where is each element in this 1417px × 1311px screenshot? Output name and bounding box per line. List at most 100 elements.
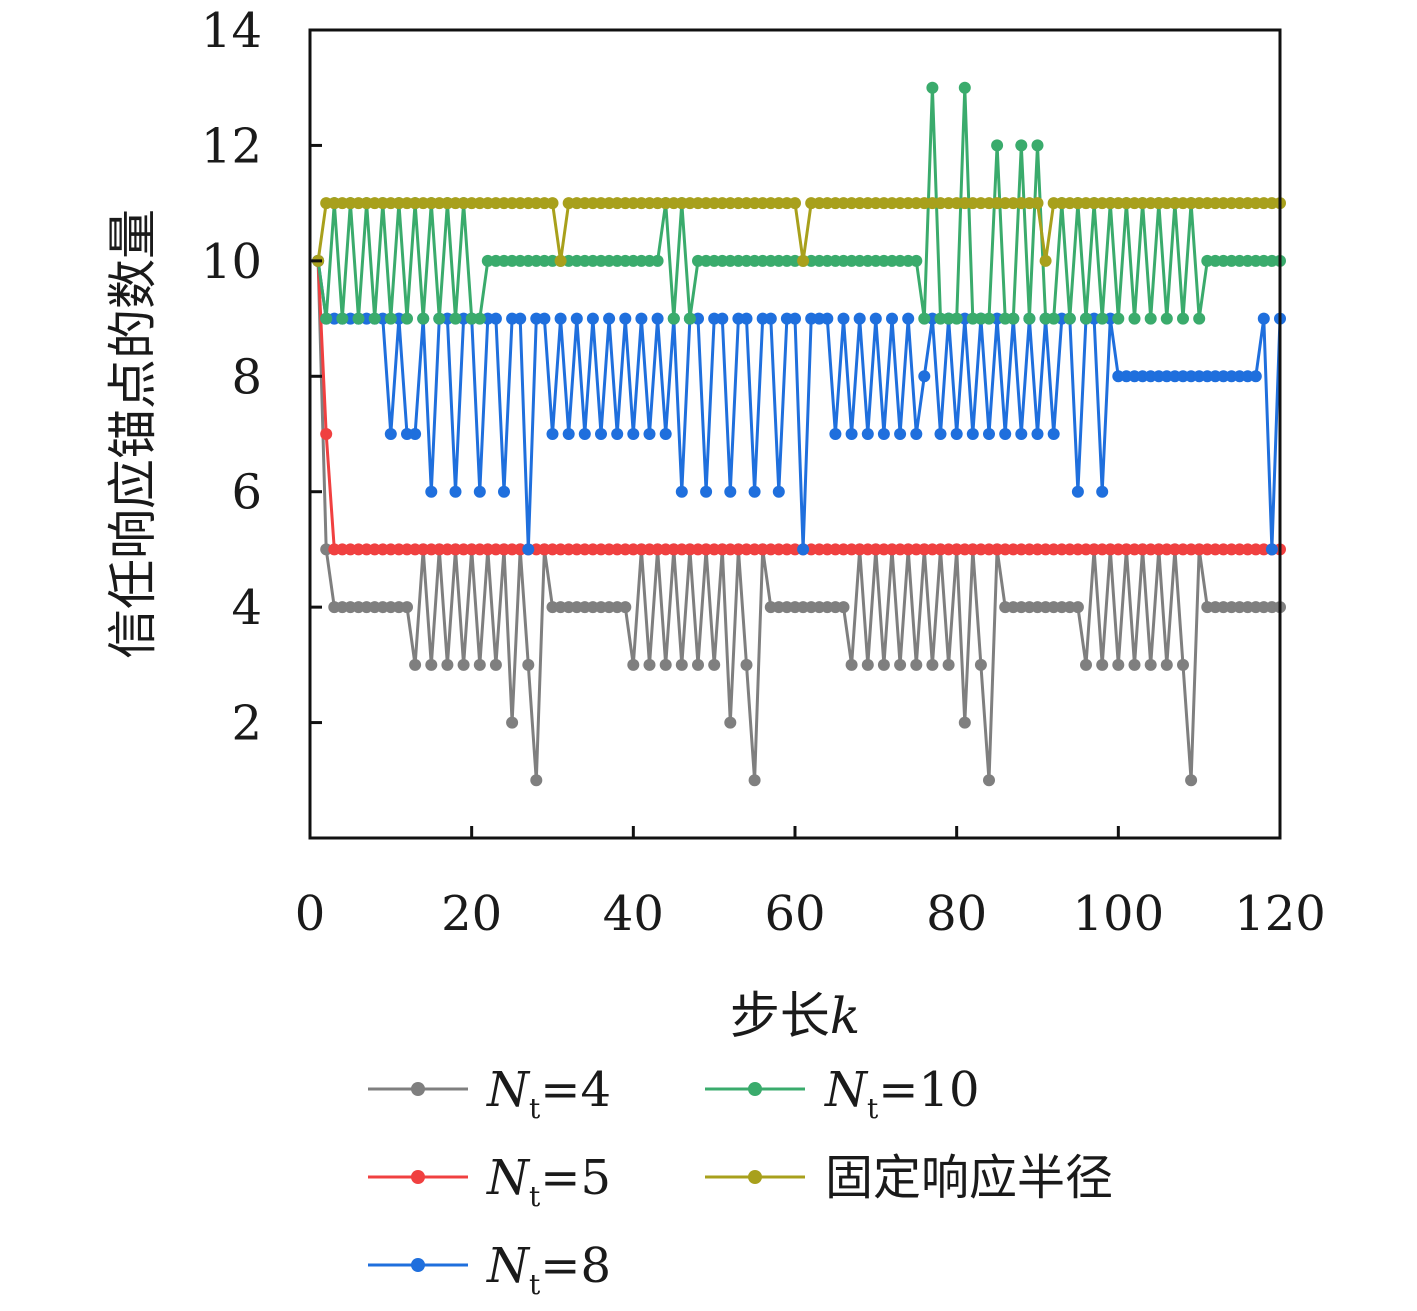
data-point bbox=[861, 658, 874, 671]
data-point bbox=[886, 312, 898, 325]
legend-label: Nt=8 bbox=[486, 1238, 611, 1301]
data-point bbox=[894, 658, 907, 671]
data-point bbox=[1015, 428, 1028, 440]
data-point bbox=[1128, 312, 1141, 325]
data-point bbox=[1249, 370, 1262, 383]
y-tick-label: 14 bbox=[201, 3, 262, 59]
data-point bbox=[789, 197, 801, 210]
data-point bbox=[1096, 312, 1109, 325]
data-point bbox=[926, 658, 939, 671]
data-point bbox=[1096, 658, 1109, 671]
data-point bbox=[1063, 312, 1076, 325]
data-point bbox=[498, 485, 510, 498]
data-point bbox=[409, 658, 422, 671]
data-point bbox=[910, 428, 923, 440]
data-point bbox=[1128, 658, 1141, 671]
data-point bbox=[554, 312, 567, 325]
data-point bbox=[700, 485, 713, 498]
data-point bbox=[562, 428, 575, 440]
data-point bbox=[473, 658, 486, 671]
data-point bbox=[748, 774, 761, 787]
data-point bbox=[1177, 312, 1189, 325]
data-point bbox=[1265, 543, 1278, 556]
legend-item-2: Nt=5 bbox=[368, 1150, 611, 1213]
data-point bbox=[1031, 197, 1044, 210]
data-point bbox=[570, 312, 583, 325]
data-point bbox=[918, 370, 931, 383]
data-point bbox=[401, 601, 413, 614]
data-point bbox=[1047, 312, 1060, 325]
data-point bbox=[724, 485, 737, 498]
data-point bbox=[869, 312, 882, 325]
data-point bbox=[974, 658, 987, 671]
data-point bbox=[659, 428, 672, 440]
data-point bbox=[425, 658, 438, 671]
data-point bbox=[877, 658, 890, 671]
x-tick-label: 100 bbox=[1073, 886, 1165, 942]
data-point bbox=[586, 312, 599, 325]
data-point bbox=[724, 716, 737, 729]
data-point bbox=[1144, 312, 1157, 325]
legend-label: Nt=4 bbox=[486, 1062, 611, 1125]
legend-label: 固定响应半径 bbox=[825, 1150, 1113, 1206]
data-point bbox=[578, 428, 591, 440]
data-point bbox=[425, 485, 438, 498]
data-point bbox=[683, 312, 696, 325]
y-tick-label: 6 bbox=[231, 465, 262, 521]
data-point bbox=[659, 658, 672, 671]
data-point bbox=[910, 658, 923, 671]
data-point bbox=[692, 658, 704, 671]
legend-label: Nt=10 bbox=[824, 1062, 980, 1125]
data-point bbox=[1160, 658, 1173, 671]
data-point bbox=[789, 312, 801, 325]
data-point bbox=[894, 428, 907, 440]
series-5 bbox=[312, 197, 1286, 267]
data-point bbox=[627, 428, 640, 440]
x-tick-label: 60 bbox=[764, 886, 825, 942]
data-point bbox=[748, 485, 761, 498]
x-tick-label: 20 bbox=[441, 886, 502, 942]
data-point bbox=[489, 312, 502, 325]
data-point bbox=[603, 312, 616, 325]
data-point bbox=[1193, 312, 1206, 325]
data-point bbox=[336, 312, 349, 325]
data-point bbox=[595, 428, 607, 440]
data-point bbox=[1047, 428, 1060, 440]
data-point bbox=[1031, 428, 1044, 440]
y-tick-label: 10 bbox=[201, 234, 262, 290]
data-point bbox=[991, 139, 1004, 152]
x-tick-label: 80 bbox=[926, 886, 987, 942]
data-point bbox=[417, 312, 430, 325]
y-tick-label: 2 bbox=[231, 696, 262, 752]
x-tick-label: 40 bbox=[603, 886, 664, 942]
data-point bbox=[966, 428, 979, 440]
legend-marker bbox=[411, 1258, 425, 1272]
data-point bbox=[506, 716, 519, 729]
data-point bbox=[983, 312, 995, 325]
data-point bbox=[457, 658, 470, 671]
data-point bbox=[449, 485, 462, 498]
series-1 bbox=[312, 254, 1286, 787]
data-point bbox=[845, 658, 858, 671]
data-point bbox=[538, 312, 551, 325]
data-point bbox=[983, 428, 995, 440]
data-point bbox=[934, 428, 947, 440]
data-point bbox=[1071, 485, 1084, 498]
data-point bbox=[797, 254, 810, 267]
x-axis-variable: k bbox=[830, 987, 860, 1045]
data-point bbox=[1257, 312, 1270, 325]
data-point bbox=[708, 658, 721, 671]
data-point bbox=[740, 658, 753, 671]
data-point bbox=[764, 312, 777, 325]
data-point bbox=[384, 428, 397, 440]
data-point bbox=[829, 428, 842, 440]
data-point bbox=[797, 543, 810, 556]
data-point bbox=[1031, 139, 1044, 152]
data-point bbox=[546, 428, 559, 440]
data-point bbox=[926, 81, 939, 94]
data-point bbox=[619, 312, 632, 325]
x-tick-label: 120 bbox=[1234, 886, 1326, 942]
data-point bbox=[514, 312, 527, 325]
data-point bbox=[611, 428, 624, 440]
